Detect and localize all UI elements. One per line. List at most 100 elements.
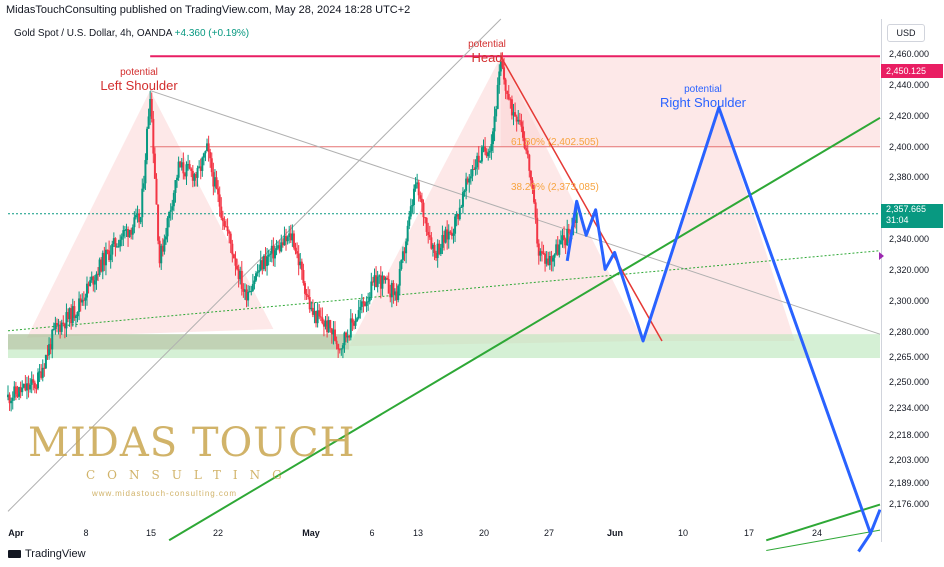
candle-body [213, 177, 216, 187]
candle-body [255, 273, 258, 281]
candle-body [473, 169, 476, 171]
projection-arrowhead [857, 532, 872, 553]
candle-body [428, 235, 431, 238]
head-range-box [500, 56, 880, 147]
candle-body [133, 217, 136, 228]
candle-body [155, 178, 158, 205]
candle-body [343, 332, 346, 346]
candle-body [280, 242, 283, 252]
candle-body [258, 270, 261, 273]
candle-body [193, 174, 196, 181]
candle-body [54, 323, 57, 329]
currency-button[interactable]: USD [887, 24, 925, 42]
candle-body [378, 275, 381, 277]
candle-body [8, 394, 11, 404]
candle-body [180, 162, 183, 168]
candle-body [422, 202, 425, 218]
candle-body [521, 126, 524, 138]
candle-body [7, 394, 9, 398]
candle-body [382, 275, 385, 281]
head-label: potential Head [468, 39, 506, 65]
candle-body [484, 146, 487, 152]
candle-body [356, 318, 359, 322]
date-tick-label: 22 [212, 528, 224, 538]
candle-body [450, 232, 453, 236]
candle-body [76, 312, 79, 317]
candle-body [168, 211, 171, 219]
candle-body [14, 386, 17, 395]
candle-body [474, 167, 477, 170]
alert-marker-icon [879, 252, 884, 260]
candle-body [566, 228, 569, 246]
candle-body [152, 118, 155, 154]
candle-body [104, 249, 107, 266]
candle-body [144, 160, 147, 184]
candle-body [73, 306, 76, 318]
candle-body [367, 301, 370, 303]
date-tick-label: 15 [145, 528, 157, 538]
candle-body [48, 344, 51, 356]
candle-body [130, 229, 133, 235]
date-tick-label: 17 [743, 528, 755, 538]
candle-body [556, 244, 559, 255]
candle-body [469, 176, 472, 179]
candle-body [266, 256, 269, 266]
date-tick-label: 13 [412, 528, 424, 538]
date-tick-label: 24 [811, 528, 823, 538]
candle-body [302, 269, 305, 284]
candle-body [236, 265, 239, 270]
candle-body [90, 276, 93, 281]
candle-body [558, 244, 561, 255]
candle-body [242, 288, 245, 292]
candle-body [299, 261, 302, 266]
candle-body [501, 61, 504, 68]
candle-body [122, 230, 125, 237]
candle-body [460, 206, 463, 208]
price-tick-label: 2,420.000 [889, 111, 930, 121]
candle-body [95, 273, 98, 281]
price-tick-label: 2,380.000 [889, 172, 930, 182]
price-axis[interactable] [881, 19, 944, 542]
candle-body [461, 192, 464, 207]
candle-body [433, 244, 436, 253]
candle-body [35, 388, 38, 390]
candle-body [315, 310, 318, 324]
candle-body [292, 233, 295, 248]
candle-body [32, 379, 35, 383]
fib-382-label: 38.20% (2,373.085) [511, 182, 599, 193]
candle-body [41, 367, 44, 378]
candle-body [114, 238, 117, 247]
candle-body [103, 252, 106, 266]
candle-body [245, 289, 248, 301]
candle-body [520, 121, 523, 127]
candle-body [24, 383, 27, 391]
green-trendline-main [168, 116, 881, 542]
candle-body [509, 99, 512, 101]
candle-body [449, 231, 452, 233]
candle-body [55, 323, 58, 326]
candle-body [564, 239, 567, 246]
candle-body [166, 218, 169, 237]
candle-body [101, 252, 104, 272]
candle-body [138, 213, 141, 223]
candle-body [409, 206, 412, 217]
candle-body [444, 229, 447, 243]
candle-body [364, 303, 367, 306]
candle-body [547, 258, 550, 266]
candle-body [217, 188, 220, 195]
candle-body [112, 238, 115, 244]
watermark-brand: MIDAS TOUCH [28, 420, 356, 466]
watermark-sub: CONSULTING [86, 468, 294, 482]
candle-body [207, 143, 210, 152]
candle-body [544, 253, 547, 264]
candle-body [59, 324, 62, 332]
candle-body [177, 161, 180, 178]
fib-618-label: 61.80% (2,402.505) [511, 137, 599, 148]
candle-body [286, 237, 289, 242]
candle-body [476, 155, 479, 168]
candle-body [141, 188, 144, 218]
candle-body [431, 244, 434, 249]
candle-body [487, 152, 490, 157]
candle-body [264, 255, 267, 266]
